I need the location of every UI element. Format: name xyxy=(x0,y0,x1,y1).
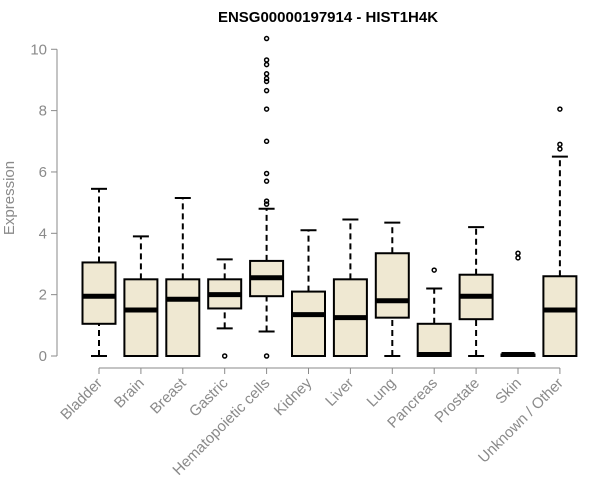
outlier-point xyxy=(221,353,228,359)
x-tick-label: Prostate xyxy=(431,375,483,427)
outlier-point xyxy=(263,198,270,204)
outlier-point xyxy=(557,146,563,152)
y-tick-label: 8 xyxy=(39,103,47,120)
box xyxy=(81,261,117,325)
outlier-point xyxy=(557,141,563,148)
outlier-point xyxy=(263,57,270,63)
outlier-point xyxy=(263,170,270,177)
y-tick-label: 6 xyxy=(39,164,47,181)
outlier-point xyxy=(263,35,270,42)
outlier-point xyxy=(515,250,521,256)
outlier-point xyxy=(431,267,437,273)
outlier-point xyxy=(263,61,270,68)
outlier-point xyxy=(263,201,270,207)
outlier-point xyxy=(515,255,521,261)
x-tick-label: Skin xyxy=(492,375,525,408)
y-tick-label: 2 xyxy=(39,287,47,304)
x-tick-label: Lung xyxy=(364,375,400,411)
y-axis-label: Expression xyxy=(1,161,18,235)
box xyxy=(165,278,201,358)
outlier-point xyxy=(263,87,270,94)
y-tick-label: 4 xyxy=(39,225,47,242)
x-tick-label: Bladder xyxy=(57,375,106,424)
box xyxy=(542,275,578,357)
box xyxy=(374,252,410,319)
outlier-point xyxy=(263,138,270,145)
box xyxy=(416,322,452,358)
outlier-point xyxy=(263,178,270,184)
y-tick-label: 10 xyxy=(30,41,47,58)
outlier-point xyxy=(263,78,270,85)
x-tick-label: Liver xyxy=(322,375,357,410)
outlier-point xyxy=(263,71,270,77)
box xyxy=(123,278,159,358)
box xyxy=(291,290,326,358)
x-tick-label: Brain xyxy=(111,375,148,412)
outlier-point xyxy=(557,106,563,112)
outlier-point xyxy=(263,353,270,359)
y-tick-label: 0 xyxy=(39,348,47,365)
x-tick-label: Breast xyxy=(147,374,190,417)
outlier-point xyxy=(263,75,270,82)
outlier-point xyxy=(263,106,270,112)
chart-title: ENSG00000197914 - HIST1H4K xyxy=(218,9,438,26)
x-tick-label: Kidney xyxy=(271,374,316,419)
